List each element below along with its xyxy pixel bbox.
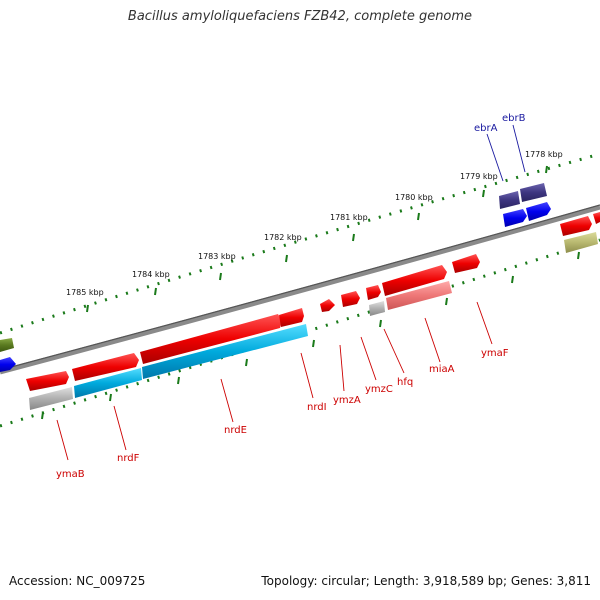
leader-ebrA — [486, 133, 504, 182]
gene-label-nrdE: nrdE — [224, 425, 247, 436]
gene-hfq-gene — [369, 301, 385, 316]
gene-label-ymaF: ymaF — [481, 348, 509, 359]
gene-right-edge-cds — [560, 216, 592, 236]
tick-label-1780: 1780 kbp — [395, 193, 433, 202]
gene-ymaB-gene — [29, 387, 73, 410]
leader-ebrB — [512, 124, 526, 173]
gene-label-ebrA: ebrA — [474, 123, 498, 134]
gene-ebrA-blue — [503, 209, 527, 227]
gene-ebrB-cds — [520, 183, 547, 202]
gene-label-ymaB: ymaB — [56, 469, 85, 480]
leader-nrdE — [220, 378, 234, 423]
gene-nrdF-cds — [72, 353, 139, 381]
map-title: Bacillus amyloliquefaciens FZB42, comple… — [127, 9, 473, 24]
leader-ymaB — [56, 419, 69, 461]
gene-ymaB-cds — [26, 371, 69, 391]
gene-label-hfq: hfq — [397, 377, 413, 388]
gene-nrdI-cds — [279, 308, 304, 327]
major-ticks-inner — [41, 251, 580, 420]
gene-right-edge-cds-2 — [593, 212, 600, 224]
gene-nrdF-gene — [74, 368, 142, 398]
leader-nrdI — [300, 352, 314, 399]
feature-olive-edge — [0, 338, 14, 352]
gene-ymzC-cds — [341, 291, 360, 307]
tick-label-1778: 1778 kbp — [525, 150, 563, 159]
tick-label-1782: 1782 kbp — [264, 233, 302, 242]
inner-tick-ring — [0, 238, 600, 428]
leader-nrdF — [113, 405, 127, 451]
gene-ebrB-blue — [526, 202, 551, 221]
leader-miaA — [424, 317, 441, 363]
gene-ymaF-cds — [452, 254, 480, 273]
leader-hfq — [383, 328, 405, 374]
gene-label-ebrB: ebrB — [502, 113, 526, 124]
tick-label-1784: 1784 kbp — [132, 270, 170, 279]
gene-label-nrdF: nrdF — [117, 453, 140, 464]
leader-ymzC — [360, 336, 377, 381]
gene-ebrA-cds — [499, 191, 520, 209]
feature-blue-edge — [0, 357, 16, 372]
gene-nrdE-gene — [142, 324, 308, 379]
genome-backbone — [0, 204, 600, 375]
major-ticks-outer — [86, 165, 548, 313]
gene-ymzA-cds — [320, 299, 335, 312]
leader-ymzA — [339, 344, 345, 392]
gene-miaA-cds — [382, 265, 447, 296]
gene-nrdE-cds — [140, 314, 282, 364]
gene-khaki-edge — [564, 232, 598, 253]
genome-info-text: Topology: circular; Length: 3,918,589 bp… — [261, 574, 591, 588]
tick-label-1783: 1783 kbp — [198, 252, 236, 261]
gene-label-nrdI: nrdI — [307, 402, 327, 413]
tick-label-1779: 1779 kbp — [460, 172, 498, 181]
leader-ymaF — [476, 301, 493, 345]
gene-label-ymzA: ymzA — [333, 395, 361, 406]
outer-tick-ring — [0, 152, 600, 335]
gene-label-miaA: miaA — [429, 364, 455, 375]
tick-label-1785: 1785 kbp — [66, 288, 104, 297]
tick-label-1781: 1781 kbp — [330, 213, 368, 222]
gene-hfq-cds — [366, 285, 381, 300]
accession-text: Accession: NC_009725 — [9, 574, 146, 588]
gene-miaA-gene — [386, 281, 452, 310]
gene-label-ymzC: ymzC — [365, 384, 393, 395]
